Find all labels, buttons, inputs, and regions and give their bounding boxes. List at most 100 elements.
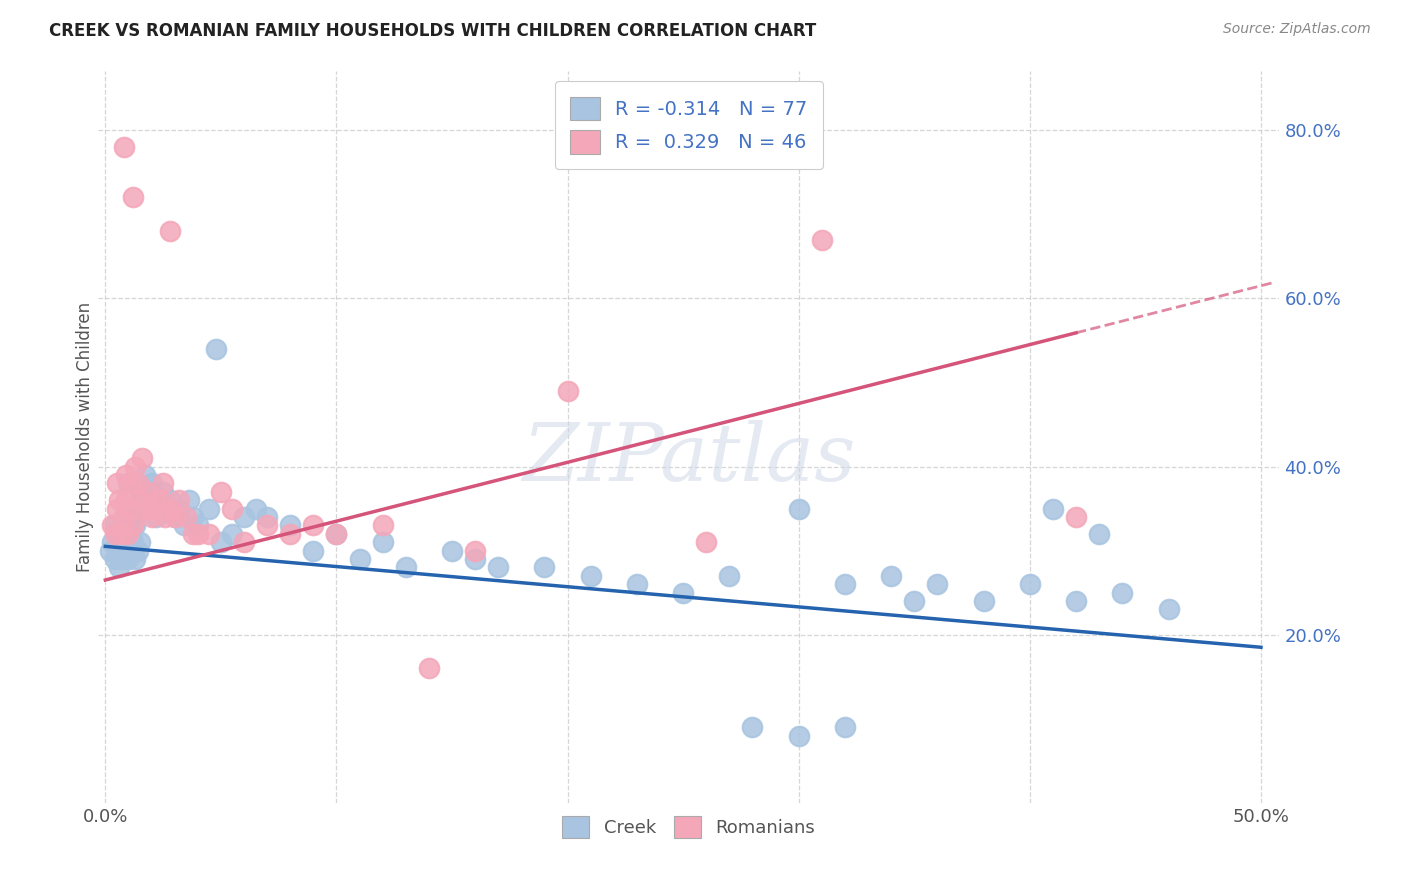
Point xyxy=(122,518,145,533)
Point xyxy=(122,535,145,549)
Point xyxy=(108,560,131,574)
Point xyxy=(115,535,138,549)
Point xyxy=(880,569,903,583)
Point xyxy=(159,493,181,508)
Text: CREEK VS ROMANIAN FAMILY HOUSEHOLDS WITH CHILDREN CORRELATION CHART: CREEK VS ROMANIAN FAMILY HOUSEHOLDS WITH… xyxy=(49,22,817,40)
Point xyxy=(105,476,128,491)
Point xyxy=(256,510,278,524)
Point xyxy=(1064,510,1087,524)
Point xyxy=(221,526,243,541)
Point xyxy=(181,526,204,541)
Point xyxy=(302,543,325,558)
Point xyxy=(1018,577,1040,591)
Point xyxy=(1042,501,1064,516)
Point xyxy=(110,518,132,533)
Point xyxy=(108,493,131,508)
Point xyxy=(278,518,301,533)
Point xyxy=(110,552,132,566)
Point xyxy=(101,518,124,533)
Point xyxy=(105,543,128,558)
Point xyxy=(626,577,648,591)
Point xyxy=(672,585,695,599)
Point xyxy=(349,552,371,566)
Text: ZIPatlas: ZIPatlas xyxy=(522,420,856,498)
Point xyxy=(129,484,152,499)
Point xyxy=(141,476,163,491)
Point xyxy=(174,510,197,524)
Point xyxy=(834,577,856,591)
Point xyxy=(187,518,209,533)
Point xyxy=(187,526,209,541)
Point xyxy=(159,224,181,238)
Point xyxy=(120,543,142,558)
Point xyxy=(834,720,856,734)
Point xyxy=(142,484,165,499)
Point xyxy=(120,526,142,541)
Point xyxy=(127,543,149,558)
Point xyxy=(557,384,579,398)
Point xyxy=(811,233,834,247)
Point xyxy=(115,493,138,508)
Point xyxy=(198,526,221,541)
Point xyxy=(152,476,174,491)
Point xyxy=(973,594,995,608)
Point xyxy=(112,510,135,524)
Point xyxy=(117,526,139,541)
Point xyxy=(695,535,717,549)
Point xyxy=(155,501,177,516)
Point xyxy=(115,467,138,482)
Point xyxy=(163,510,186,524)
Point xyxy=(418,661,440,675)
Legend: Creek, Romanians: Creek, Romanians xyxy=(555,808,823,845)
Point xyxy=(325,526,347,541)
Point xyxy=(101,535,124,549)
Point xyxy=(302,518,325,533)
Point xyxy=(138,493,160,508)
Point xyxy=(371,518,394,533)
Point xyxy=(141,510,163,524)
Point xyxy=(209,484,232,499)
Point xyxy=(198,501,221,516)
Point xyxy=(177,493,200,508)
Point xyxy=(134,467,156,482)
Point xyxy=(741,720,763,734)
Point xyxy=(104,552,127,566)
Point xyxy=(233,535,256,549)
Point xyxy=(903,594,925,608)
Point xyxy=(441,543,464,558)
Point xyxy=(129,493,152,508)
Point xyxy=(205,342,228,356)
Point xyxy=(256,518,278,533)
Point xyxy=(245,501,267,516)
Point xyxy=(221,501,243,516)
Point xyxy=(149,493,172,508)
Point xyxy=(464,543,486,558)
Point xyxy=(136,484,159,499)
Point xyxy=(115,510,138,524)
Point xyxy=(117,476,139,491)
Point xyxy=(278,526,301,541)
Point xyxy=(127,476,149,491)
Point xyxy=(787,729,810,743)
Point xyxy=(486,560,509,574)
Point xyxy=(1088,526,1111,541)
Point xyxy=(718,569,741,583)
Point xyxy=(209,535,232,549)
Point xyxy=(124,459,146,474)
Point xyxy=(120,476,142,491)
Text: Source: ZipAtlas.com: Source: ZipAtlas.com xyxy=(1223,22,1371,37)
Point xyxy=(173,518,195,533)
Point xyxy=(163,510,186,524)
Point xyxy=(131,501,153,516)
Point xyxy=(145,510,167,524)
Point xyxy=(122,190,145,204)
Point xyxy=(152,484,174,499)
Point xyxy=(787,501,810,516)
Point xyxy=(112,140,135,154)
Point xyxy=(134,501,156,516)
Point xyxy=(533,560,555,574)
Point xyxy=(108,535,131,549)
Point xyxy=(579,569,602,583)
Point xyxy=(927,577,949,591)
Point xyxy=(124,518,146,533)
